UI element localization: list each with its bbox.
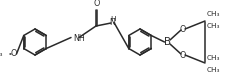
Text: CH₃: CH₃ bbox=[206, 55, 220, 61]
Text: CH₃: CH₃ bbox=[206, 67, 220, 73]
Text: CH₃: CH₃ bbox=[0, 51, 3, 57]
Text: B: B bbox=[164, 37, 171, 47]
Text: O: O bbox=[11, 49, 17, 58]
Text: CH₃: CH₃ bbox=[206, 11, 220, 17]
Text: NH: NH bbox=[73, 34, 84, 42]
Text: O: O bbox=[179, 25, 185, 34]
Text: CH₃: CH₃ bbox=[206, 23, 220, 29]
Text: O: O bbox=[179, 51, 185, 59]
Text: N: N bbox=[109, 18, 114, 26]
Text: O: O bbox=[93, 0, 99, 8]
Text: H: H bbox=[110, 16, 115, 22]
